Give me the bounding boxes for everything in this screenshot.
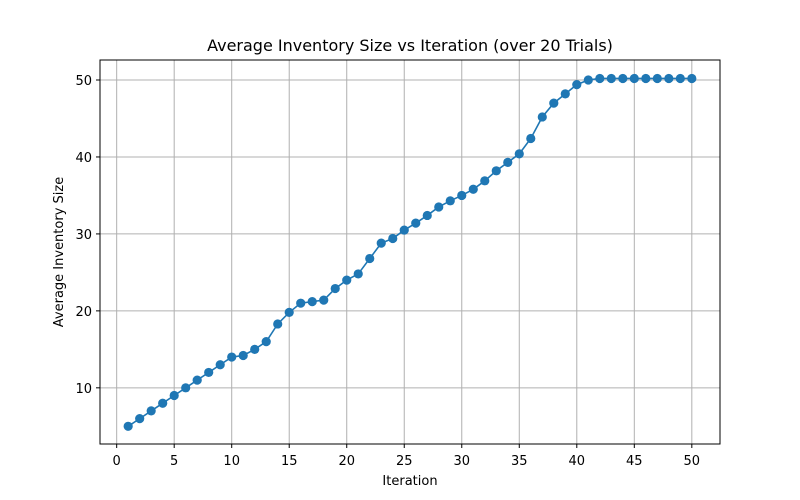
grid bbox=[100, 60, 720, 444]
data-point bbox=[641, 73, 651, 84]
data-point bbox=[445, 196, 455, 206]
data-point bbox=[238, 350, 248, 361]
data-point bbox=[434, 202, 444, 212]
x-tick-label: 15 bbox=[281, 454, 298, 469]
y-tick-label: 40 bbox=[75, 151, 92, 166]
data-point bbox=[618, 73, 628, 84]
data-point bbox=[296, 298, 306, 308]
data-point bbox=[330, 283, 340, 294]
data-point bbox=[146, 406, 156, 416]
data-point bbox=[480, 176, 490, 186]
data-point bbox=[319, 295, 329, 305]
data-point bbox=[549, 98, 559, 108]
data-point bbox=[158, 398, 168, 408]
data-point bbox=[491, 166, 501, 176]
data-point bbox=[422, 210, 432, 221]
x-tick-label: 35 bbox=[511, 454, 528, 469]
data-point bbox=[468, 184, 478, 194]
x-axis-label: Iteration bbox=[382, 474, 437, 489]
x-tick-label: 25 bbox=[396, 454, 413, 469]
data-point bbox=[652, 73, 662, 84]
data-point bbox=[192, 375, 202, 385]
data-point bbox=[204, 367, 214, 378]
data-point bbox=[123, 421, 133, 431]
data-point bbox=[365, 253, 375, 264]
data-point bbox=[353, 269, 363, 279]
chart-title: Average Inventory Size vs Iteration (ove… bbox=[207, 36, 613, 55]
x-tick-label: 20 bbox=[338, 454, 355, 469]
y-tick-label: 20 bbox=[75, 305, 92, 320]
data-point bbox=[514, 149, 524, 159]
data-point bbox=[250, 344, 260, 354]
x-tick-label: 5 bbox=[170, 454, 178, 469]
data-point bbox=[376, 238, 386, 248]
data-point bbox=[227, 352, 237, 362]
data-point bbox=[606, 73, 616, 84]
data-point bbox=[273, 319, 283, 329]
data-point bbox=[284, 307, 294, 318]
y-tick-label: 30 bbox=[75, 228, 92, 243]
x-tick-label: 30 bbox=[453, 454, 470, 469]
y-tick-label: 50 bbox=[75, 74, 92, 89]
data-point bbox=[215, 360, 225, 370]
data-point bbox=[526, 133, 536, 144]
data-point bbox=[457, 190, 467, 201]
x-tick-label: 50 bbox=[684, 454, 701, 469]
x-tick-label: 0 bbox=[113, 454, 121, 469]
data-point bbox=[664, 73, 674, 84]
data-point bbox=[675, 73, 685, 84]
data-point bbox=[572, 80, 582, 90]
data-point bbox=[583, 75, 593, 85]
data-point bbox=[399, 225, 409, 235]
data-point bbox=[135, 414, 145, 424]
data-point bbox=[411, 218, 421, 228]
data-point bbox=[629, 73, 639, 84]
data-point bbox=[261, 337, 271, 347]
y-axis-label: Average Inventory Size bbox=[52, 177, 67, 327]
data-point bbox=[537, 112, 547, 122]
data-point bbox=[503, 157, 513, 167]
series-layer bbox=[123, 73, 697, 431]
data-point bbox=[560, 89, 570, 99]
y-tick-label: 10 bbox=[75, 382, 92, 397]
x-tick-label: 40 bbox=[569, 454, 586, 469]
data-point bbox=[342, 275, 352, 285]
x-tick-label: 10 bbox=[223, 454, 240, 469]
data-point bbox=[169, 390, 179, 401]
x-tick-label: 45 bbox=[626, 454, 643, 469]
data-point bbox=[307, 297, 317, 307]
axes-frame bbox=[99, 59, 721, 445]
ticks: 0 5 10 15 20 25 30 35 40 45 50 10 20 30 40 50 bbox=[75, 74, 700, 469]
data-point bbox=[687, 73, 697, 84]
data-point bbox=[388, 233, 398, 244]
data-point bbox=[595, 73, 605, 84]
data-point bbox=[181, 383, 191, 393]
